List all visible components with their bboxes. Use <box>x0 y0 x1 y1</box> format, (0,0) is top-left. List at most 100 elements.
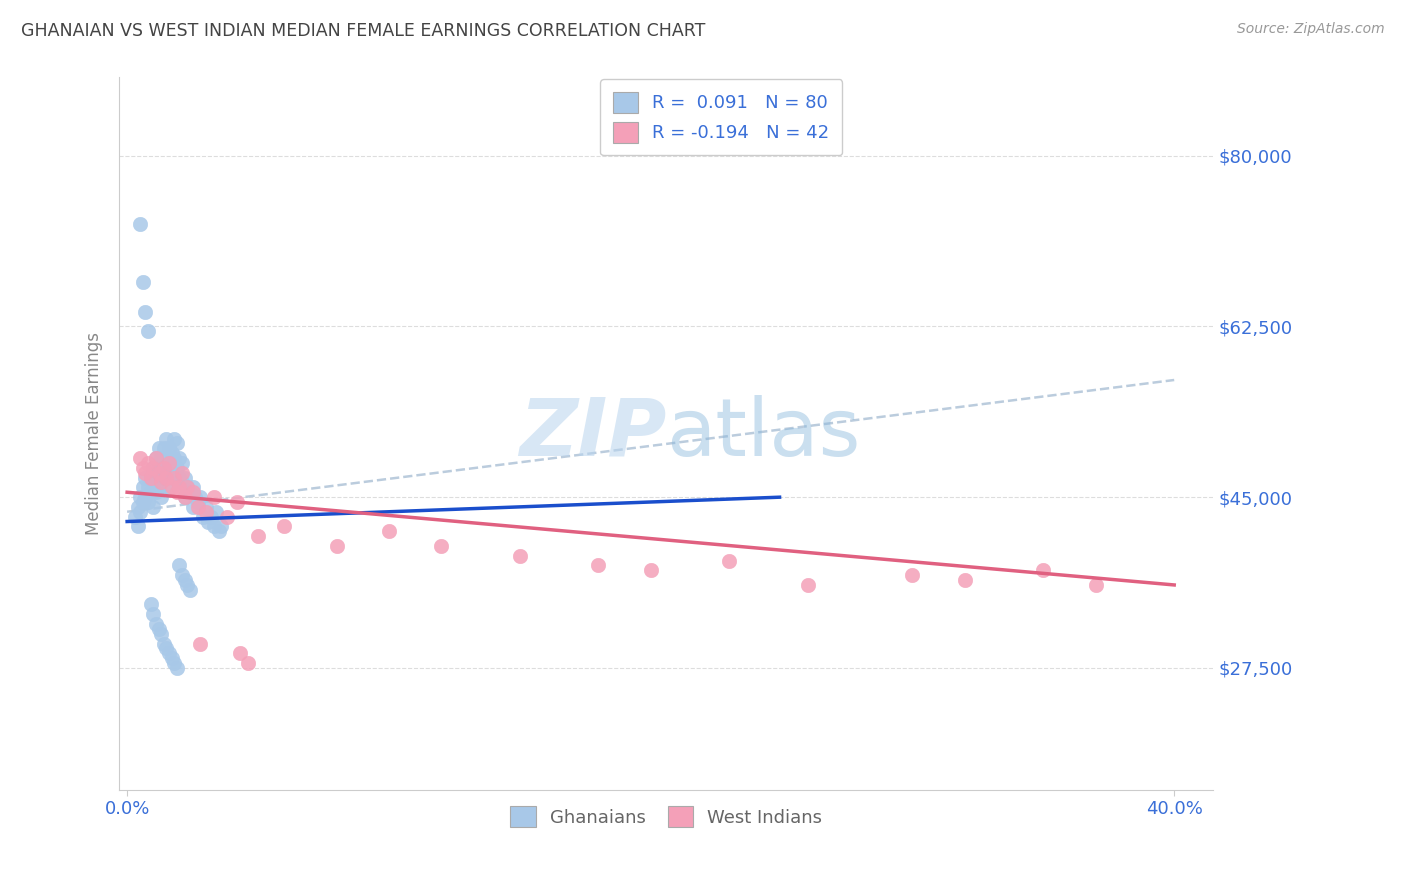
Point <box>132 276 155 290</box>
Point <box>588 558 610 573</box>
Point <box>139 470 162 484</box>
Point <box>132 460 155 475</box>
Point <box>181 480 204 494</box>
Point <box>179 582 201 597</box>
Point <box>148 622 170 636</box>
Point <box>169 470 191 484</box>
Point <box>157 460 180 475</box>
Point <box>157 456 180 470</box>
Point <box>134 490 156 504</box>
Point <box>136 480 159 494</box>
Point <box>197 515 219 529</box>
Point <box>150 626 173 640</box>
Point <box>325 539 347 553</box>
Point <box>191 509 214 524</box>
Point <box>187 495 209 509</box>
Point <box>160 446 183 460</box>
Point <box>132 480 155 494</box>
Text: GHANAIAN VS WEST INDIAN MEDIAN FEMALE EARNINGS CORRELATION CHART: GHANAIAN VS WEST INDIAN MEDIAN FEMALE EA… <box>21 22 706 40</box>
Point <box>129 490 152 504</box>
Point <box>176 578 198 592</box>
Point <box>166 661 188 675</box>
Point <box>172 568 194 582</box>
Point <box>202 519 225 533</box>
Text: ZIP: ZIP <box>519 394 666 473</box>
Point <box>190 636 212 650</box>
Point <box>148 460 170 475</box>
Point <box>172 466 194 480</box>
Point <box>228 646 250 660</box>
Point <box>718 553 741 567</box>
Point <box>194 505 217 519</box>
Point <box>127 500 149 514</box>
Text: atlas: atlas <box>666 394 860 473</box>
Point <box>129 505 152 519</box>
Point <box>202 490 225 504</box>
Point <box>124 509 146 524</box>
Point <box>1032 563 1054 577</box>
Point <box>226 495 249 509</box>
Point <box>145 451 167 466</box>
Point <box>208 524 231 539</box>
Point <box>953 573 976 587</box>
Point <box>247 529 270 543</box>
Point <box>273 519 295 533</box>
Point <box>155 470 177 484</box>
Text: Source: ZipAtlas.com: Source: ZipAtlas.com <box>1237 22 1385 37</box>
Point <box>160 480 183 494</box>
Point <box>172 456 194 470</box>
Point <box>169 451 191 466</box>
Point <box>132 495 155 509</box>
Point <box>150 470 173 484</box>
Point <box>236 656 259 670</box>
Point <box>148 480 170 494</box>
Point <box>166 436 188 450</box>
Point <box>176 480 198 494</box>
Point <box>163 451 186 466</box>
Point <box>173 490 195 504</box>
Y-axis label: Median Female Earnings: Median Female Earnings <box>86 332 103 535</box>
Point <box>142 607 165 622</box>
Point <box>134 470 156 484</box>
Point <box>169 558 191 573</box>
Point <box>169 480 191 494</box>
Point <box>142 500 165 514</box>
Legend: Ghanaians, West Indians: Ghanaians, West Indians <box>503 799 830 834</box>
Point <box>901 568 924 582</box>
Point <box>194 500 217 514</box>
Point <box>509 549 531 563</box>
Point <box>142 460 165 475</box>
Point <box>150 475 173 490</box>
Point <box>129 451 152 466</box>
Point <box>187 500 209 514</box>
Point <box>157 480 180 494</box>
Point <box>640 563 662 577</box>
Point <box>190 490 212 504</box>
Point <box>215 509 238 524</box>
Point <box>430 539 453 553</box>
Point <box>145 466 167 480</box>
Point <box>155 470 177 484</box>
Point <box>136 324 159 338</box>
Point <box>205 505 228 519</box>
Point <box>378 524 401 539</box>
Point <box>139 470 162 484</box>
Point <box>148 442 170 456</box>
Point <box>155 451 177 466</box>
Point <box>145 485 167 500</box>
Point <box>139 598 162 612</box>
Point <box>136 495 159 509</box>
Point <box>181 485 204 500</box>
Point <box>157 646 180 660</box>
Point <box>127 519 149 533</box>
Point <box>152 460 174 475</box>
Point <box>173 490 195 504</box>
Point <box>163 432 186 446</box>
Point <box>166 460 188 475</box>
Point <box>134 466 156 480</box>
Point <box>200 509 222 524</box>
Point <box>163 656 186 670</box>
Point <box>160 651 183 665</box>
Point <box>172 475 194 490</box>
Point <box>155 432 177 446</box>
